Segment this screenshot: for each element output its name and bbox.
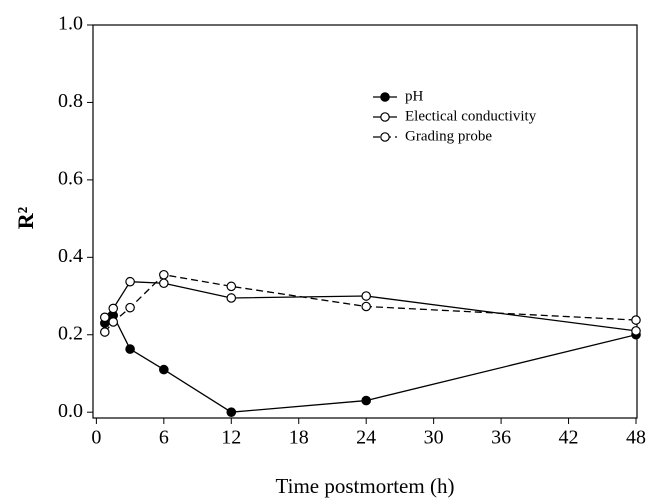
data-point [100, 312, 110, 323]
y-axis-label: R² [13, 206, 38, 229]
x-tick-label: 6 [159, 427, 169, 449]
x-tick-label: 42 [559, 427, 579, 449]
legend-label: Grading probe [405, 128, 492, 144]
data-point [125, 344, 135, 354]
x-tick-label: 36 [491, 427, 511, 449]
x-tick-label: 24 [356, 427, 376, 449]
x-tick-label: 18 [289, 427, 309, 449]
data-point [159, 364, 169, 375]
y-tick-label: 0.4 [58, 245, 83, 267]
data-point [361, 291, 371, 301]
data-point [631, 326, 641, 336]
x-tick-label: 48 [626, 427, 646, 449]
data-point [100, 327, 110, 337]
data-point [159, 269, 169, 280]
data-point [361, 301, 371, 312]
data-point [125, 276, 135, 287]
data-point [108, 303, 119, 314]
data-point [226, 281, 237, 292]
y-tick-label: 0.6 [58, 167, 83, 189]
x-tick-label: 0 [91, 427, 101, 449]
y-tick-label: 0.2 [58, 322, 83, 344]
x-tick-label: 30 [424, 427, 444, 449]
y-tick-label: 0.0 [58, 400, 83, 422]
legend-marker [380, 132, 390, 142]
data-point [159, 278, 169, 289]
series-line [104, 274, 637, 333]
data-point [361, 395, 371, 406]
x-tick-label: 12 [221, 427, 241, 449]
data-point [226, 407, 237, 417]
legend-label: Electical conductivity [405, 108, 537, 124]
data-point [226, 293, 237, 303]
plot-frame [92, 24, 638, 419]
data-point [631, 315, 641, 325]
series-line [104, 314, 637, 413]
y-tick-label: 1.0 [58, 13, 83, 35]
legend-marker [380, 92, 390, 102]
x-axis-label: Time postmortem (h) [276, 474, 455, 498]
legend-marker [380, 112, 390, 122]
data-point [125, 302, 135, 313]
legend-label: pH [405, 88, 424, 104]
y-tick-label: 0.8 [58, 90, 83, 112]
data-point [108, 317, 119, 327]
